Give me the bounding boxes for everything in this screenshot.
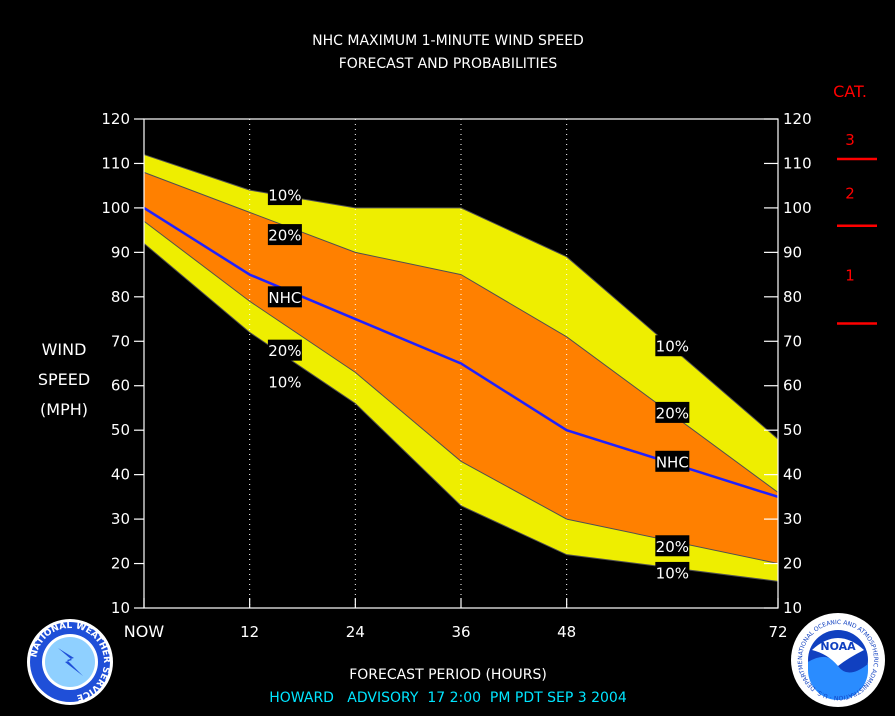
y-axis-label-line2: SPEED — [38, 370, 90, 389]
y-tick-label-right: 110 — [783, 154, 812, 172]
x-tick-label: NOW — [124, 622, 165, 641]
category-scale: 3 2 1 — [837, 131, 877, 325]
series-label-box — [655, 561, 690, 583]
band-edge-10pct-upper — [143, 154, 779, 440]
series-label-box — [267, 286, 302, 308]
series-label-box — [267, 370, 302, 392]
y-tick-label-left: 80 — [111, 288, 130, 306]
y-tick-label-right: 80 — [783, 288, 802, 306]
series-label-box — [267, 184, 302, 206]
x-tick-label: 36 — [451, 623, 470, 641]
noaa-logo: NOAA NATIONAL OCEANIC AND ATMOSPHERIC AD… — [791, 613, 885, 707]
series-label-box — [655, 401, 690, 423]
series-label-box — [655, 450, 690, 472]
chart-title-line1: NHC MAXIMUM 1-MINUTE WIND SPEED — [312, 33, 584, 49]
series-label: 20% — [268, 342, 301, 360]
y-tick-label-right: 50 — [783, 421, 802, 439]
series-label: 10% — [656, 338, 689, 356]
series-label: 20% — [656, 404, 689, 422]
series-label-box — [267, 339, 302, 361]
x-tick-label: 24 — [346, 623, 365, 641]
category-label: 3 — [845, 131, 855, 149]
y-tick-label-right: 60 — [783, 377, 802, 395]
series-label: 20% — [268, 227, 301, 245]
band-edge-10pct-lower — [143, 243, 779, 582]
series-label-box — [267, 224, 302, 246]
series-label: 10% — [268, 373, 301, 391]
y-tick-label-left: 30 — [111, 510, 130, 528]
advisory-line: HOWARD ADVISORY 17 2:00 PM PDT SEP 3 200… — [269, 690, 627, 706]
y-tick-label-right: 30 — [783, 510, 802, 528]
y-tick-label-left: 120 — [101, 110, 130, 128]
x-tick-label: 48 — [557, 623, 576, 641]
y-tick-label-right: 20 — [783, 555, 802, 573]
x-tick-label: 12 — [240, 623, 259, 641]
band-edge-20pct-upper — [143, 171, 779, 493]
y-tick-label-left: 90 — [111, 243, 130, 261]
chart-title-line2: FORECAST AND PROBABILITIES — [339, 56, 558, 72]
series-label: 10% — [656, 564, 689, 582]
y-tick-label-left: 110 — [101, 154, 130, 172]
series-label: NHC — [268, 289, 301, 307]
y-tick-label-right: 100 — [783, 199, 812, 217]
y-axis-label-line3: (MPH) — [40, 400, 88, 419]
series-label: NHC — [656, 453, 689, 471]
category-label: 2 — [845, 184, 855, 202]
series-label: 10% — [268, 187, 301, 205]
probability-bands — [144, 154, 778, 582]
series-labels: 10% 20% NHC 20% 10% 10% 20% NHC 20% 10% — [267, 184, 690, 583]
band-edge-20pct-lower — [143, 220, 779, 565]
y-tick-label-right: 90 — [783, 243, 802, 261]
series-label-box — [655, 335, 690, 357]
y-tick-label-left: 100 — [101, 199, 130, 217]
y-tick-label-left: 10 — [111, 599, 130, 617]
y-tick-label-right: 120 — [783, 110, 812, 128]
y-tick-label-right: 10 — [783, 599, 802, 617]
y-tick-label-left: 60 — [111, 377, 130, 395]
y-tick-label-right: 70 — [783, 332, 802, 350]
noaa-wordmark: NOAA — [820, 640, 856, 653]
y-tick-label-left: 20 — [111, 555, 130, 573]
series-label-box — [655, 535, 690, 557]
y-tick-label-left: 70 — [111, 332, 130, 350]
category-header: CAT. — [833, 82, 867, 101]
series-label: 20% — [656, 538, 689, 556]
band-boundary-lines — [143, 154, 779, 582]
nhc-forecast-line — [143, 206, 779, 499]
y-axis-label-line1: WIND — [42, 340, 87, 359]
band-20-percent — [144, 172, 778, 564]
nws-logo: NATIONAL WEATHER SERVICE — [27, 619, 113, 705]
y-tick-label-left: 40 — [111, 466, 130, 484]
y-tick-label-right: 40 — [783, 466, 802, 484]
x-axis-label: FORECAST PERIOD (HOURS) — [349, 667, 547, 683]
category-label: 1 — [845, 267, 855, 285]
y-tick-label-left: 50 — [111, 421, 130, 439]
x-tick-label: 72 — [768, 623, 787, 641]
axis-ticks: 10 10 20 20 30 30 40 40 50 50 60 60 70 70 80 80 90 90 100 1… — [101, 110, 811, 641]
